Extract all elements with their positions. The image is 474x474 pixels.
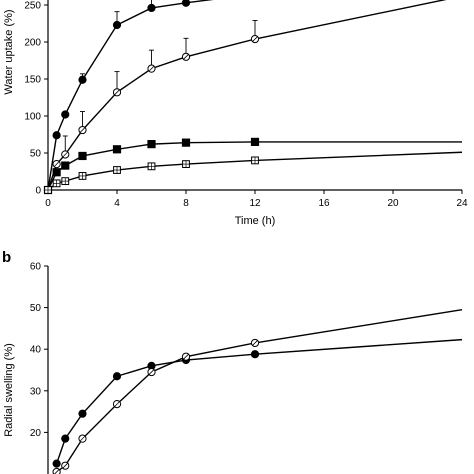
marker-hatch — [183, 353, 189, 360]
filled-circle-marker — [61, 110, 70, 119]
series-group — [43, 0, 463, 195]
filled-circle-marker — [78, 409, 87, 418]
series-open-square — [44, 151, 463, 194]
filled-square-marker — [78, 151, 87, 161]
x-tick-label: 4 — [114, 198, 120, 209]
series-line — [56, 308, 463, 473]
x-tick-label: 24 — [456, 198, 468, 209]
marker-hatch — [53, 161, 60, 167]
panel-label-b: b — [2, 249, 11, 266]
y-tick-label: 0 — [35, 186, 41, 197]
x-tick-label: 8 — [183, 198, 189, 209]
y-tick-label: 50 — [30, 149, 42, 160]
filled-square-marker — [52, 168, 61, 177]
y-axis-title: Water uptake (%) — [3, 9, 15, 94]
marker-hatch — [114, 401, 120, 407]
x-axis-title: Time (h) — [235, 215, 276, 227]
y-tick-label: 150 — [24, 75, 41, 86]
x-tick-label: 0 — [45, 198, 51, 209]
radial-swelling-chart: b 20 30 40 50 60 Radial swelling (%) — [2, 249, 463, 474]
filled-square-marker — [181, 138, 191, 147]
series-line — [47, 141, 462, 191]
filled-circle-marker — [61, 434, 70, 443]
filled-circle-marker — [78, 75, 87, 84]
filled-square-marker — [112, 145, 122, 154]
y-tick-label: 250 — [24, 1, 41, 12]
series-line — [55, 338, 463, 464]
y-axis-ticks: 20 30 40 50 60 — [30, 262, 48, 439]
filled-circle-marker — [112, 372, 122, 381]
y-tick-label: 40 — [30, 345, 42, 356]
filled-square-marker — [250, 137, 260, 147]
filled-circle-marker — [52, 459, 61, 468]
filled-circle-marker — [147, 3, 156, 13]
marker-hatch — [252, 36, 258, 42]
series-open-circle — [52, 308, 463, 474]
marker-hatch — [183, 54, 189, 60]
y-tick-label: 100 — [24, 112, 41, 123]
y-tick-label: 50 — [30, 303, 42, 314]
filled-circle-marker — [250, 350, 260, 359]
marker-hatch — [114, 89, 120, 96]
y-tick-label: 60 — [30, 262, 42, 273]
y-tick-label: 30 — [30, 386, 42, 397]
y-axis-title: Radial swelling (%) — [3, 343, 15, 437]
marker-hatch — [148, 65, 155, 72]
filled-square-marker — [147, 140, 156, 149]
marker-hatch — [148, 369, 155, 375]
open-circle-marker — [52, 467, 61, 474]
filled-circle-marker — [52, 131, 61, 140]
x-tick-label: 12 — [249, 198, 261, 209]
y-tick-label: 200 — [24, 38, 41, 49]
series-group — [52, 308, 463, 474]
marker-hatch — [252, 340, 258, 346]
series-open-circle — [43, 0, 447, 195]
x-tick-label: 16 — [318, 198, 330, 209]
water-uptake-chart: 0 50 100 150 200 250 0 4 8 12 16 20 24 Time (h) Wat… — [3, 0, 468, 227]
filled-circle-marker — [181, 0, 191, 7]
y-axis-ticks: 0 50 100 150 200 250 — [24, 1, 48, 197]
filled-square-marker — [61, 161, 70, 170]
series-filled-square — [43, 137, 462, 195]
marker-hatch — [62, 151, 69, 158]
y-tick-label: 20 — [30, 428, 42, 439]
x-tick-label: 20 — [387, 198, 399, 209]
series-filled-circle — [43, 0, 214, 195]
x-axis-ticks: 0 4 8 12 16 20 24 — [45, 190, 468, 209]
marker-hatch — [62, 462, 69, 469]
filled-circle-marker — [112, 20, 122, 30]
marker-hatch — [79, 127, 86, 133]
marker-hatch — [79, 435, 86, 442]
